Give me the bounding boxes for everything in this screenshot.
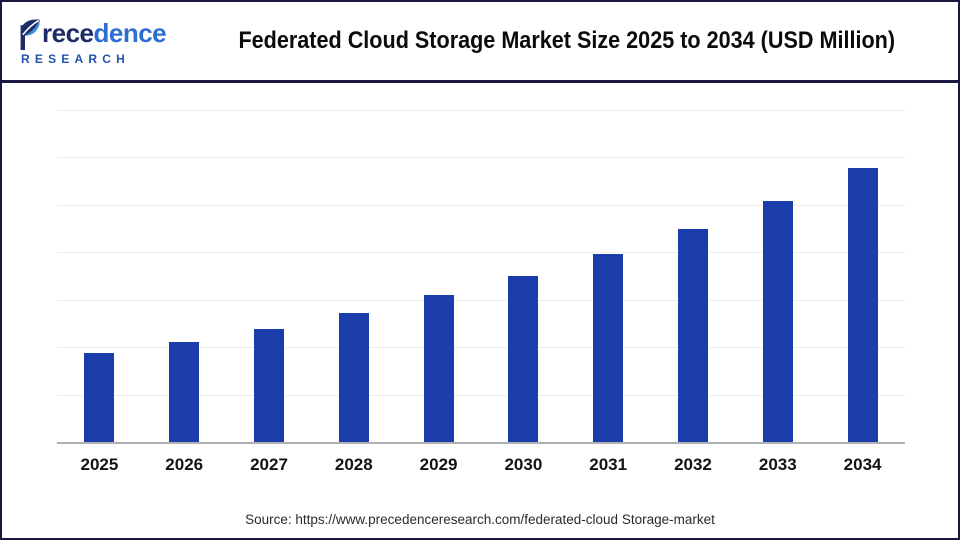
bar-slot xyxy=(735,110,820,442)
logo-wordmark-light: dence xyxy=(93,18,167,48)
source-citation: Source: https://www.precedenceresearch.c… xyxy=(245,512,715,527)
gridline xyxy=(57,347,905,349)
x-label-2030: 2030 xyxy=(504,455,543,474)
x-label-2034: 2034 xyxy=(843,455,882,474)
bar-2032 xyxy=(677,229,708,442)
bar-slot xyxy=(820,110,905,442)
precedence-research-logo: recedence RESEARCH xyxy=(18,16,176,66)
logo-wordmark-dark: rece xyxy=(42,18,94,48)
x-label-2032: 2032 xyxy=(674,455,712,474)
x-label-2025: 2025 xyxy=(80,455,119,474)
gridline xyxy=(57,252,905,254)
gridline xyxy=(57,299,905,301)
leaf-p-icon xyxy=(18,17,42,56)
page-title: Federated Cloud Storage Market Size 2025… xyxy=(238,27,896,54)
x-label-2027: 2027 xyxy=(250,455,288,474)
gridline xyxy=(57,110,905,111)
x-axis-labels: 2025 2026 2027 2028 2029 2030 2031 2032 2033 2034 xyxy=(57,455,905,475)
x-label-2026: 2026 xyxy=(165,455,204,474)
bar-2028 xyxy=(338,313,369,442)
logo-wordmark: recedence xyxy=(42,16,167,50)
plot-area xyxy=(57,110,905,444)
x-label-2028: 2028 xyxy=(334,455,373,474)
x-label-2029: 2029 xyxy=(419,455,458,474)
bar-slot xyxy=(651,110,736,442)
logo-subtitle: RESEARCH xyxy=(21,52,130,66)
bar-slot xyxy=(142,110,227,442)
gridline xyxy=(57,204,905,206)
bar-slot xyxy=(57,110,142,442)
gridline xyxy=(57,157,905,159)
x-label-2031: 2031 xyxy=(589,455,628,474)
bar-slot xyxy=(481,110,566,442)
bar-chart: 2025 2026 2027 2028 2029 2030 2031 2032 2033 2034 xyxy=(2,86,958,538)
bar-2030 xyxy=(508,276,539,442)
bar-2033 xyxy=(762,201,793,442)
bar-2029 xyxy=(423,295,454,442)
bar-2025 xyxy=(84,353,115,442)
bar-slot xyxy=(311,110,396,442)
bar-slot xyxy=(227,110,312,442)
x-label-2033: 2033 xyxy=(758,455,797,474)
header: recedence RESEARCH Federated Cloud Stora… xyxy=(2,2,958,83)
bar-2026 xyxy=(169,342,200,442)
bar-2027 xyxy=(253,329,284,442)
gridline xyxy=(57,394,905,396)
bar-2034 xyxy=(847,168,878,442)
bar-slot xyxy=(396,110,481,442)
bar-slot xyxy=(566,110,651,442)
bars-container xyxy=(57,110,905,442)
bar-2031 xyxy=(593,254,624,442)
